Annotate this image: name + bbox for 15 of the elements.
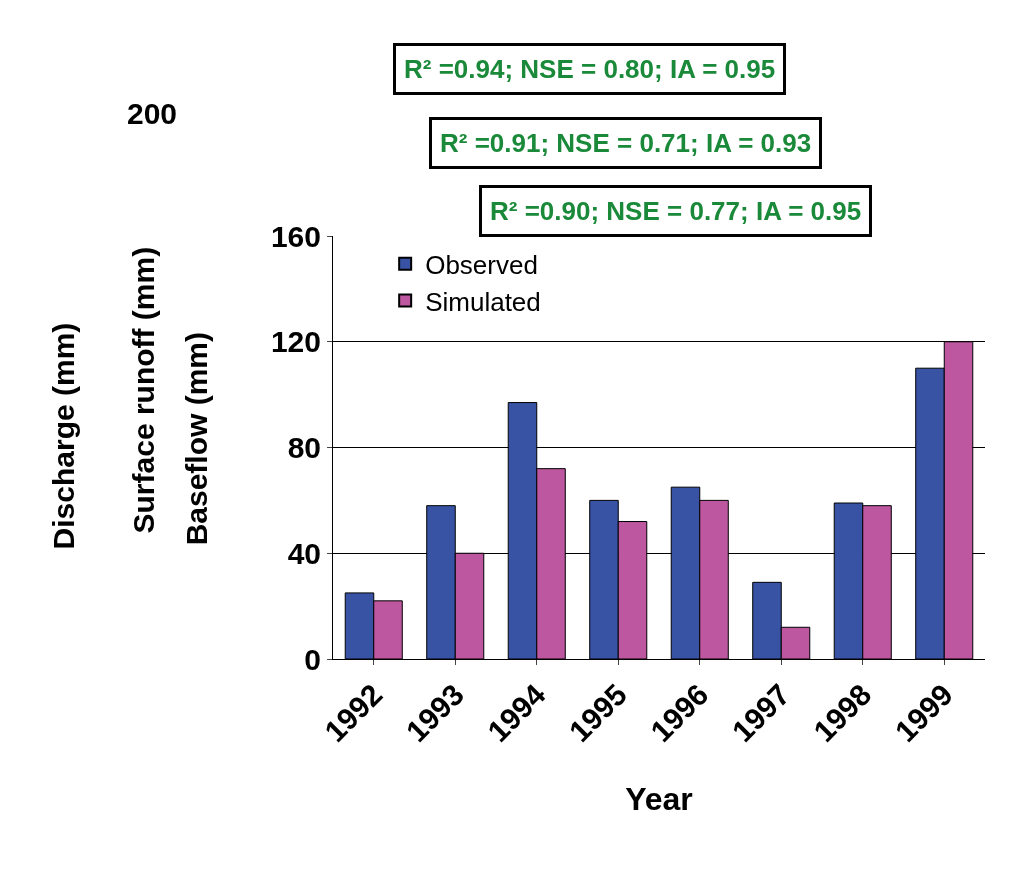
- y-tick-label: 80: [287, 431, 321, 464]
- text: R² =0.90; NSE = 0.77; IA = 0.95: [490, 196, 862, 226]
- legend-label: Simulated: [425, 286, 541, 317]
- y-tick-label: 120: [270, 325, 321, 359]
- y-axis-title: Baseflow (mm): [180, 331, 214, 546]
- text: Surface runoff (mm): [126, 246, 160, 534]
- text: R² =0.94; NSE = 0.80; IA = 0.95: [404, 54, 776, 84]
- y-tick-label: 0: [304, 642, 321, 676]
- y-tick-label: 160: [270, 219, 321, 253]
- x-axis-title: Year: [625, 780, 693, 817]
- text: R² =0.91; NSE = 0.71; IA = 0.93: [440, 128, 812, 158]
- legend-label: Observed: [425, 249, 538, 280]
- text: 200: [127, 97, 178, 130]
- text: Discharge (mm): [47, 322, 81, 550]
- y-tick-label: 40: [287, 536, 321, 570]
